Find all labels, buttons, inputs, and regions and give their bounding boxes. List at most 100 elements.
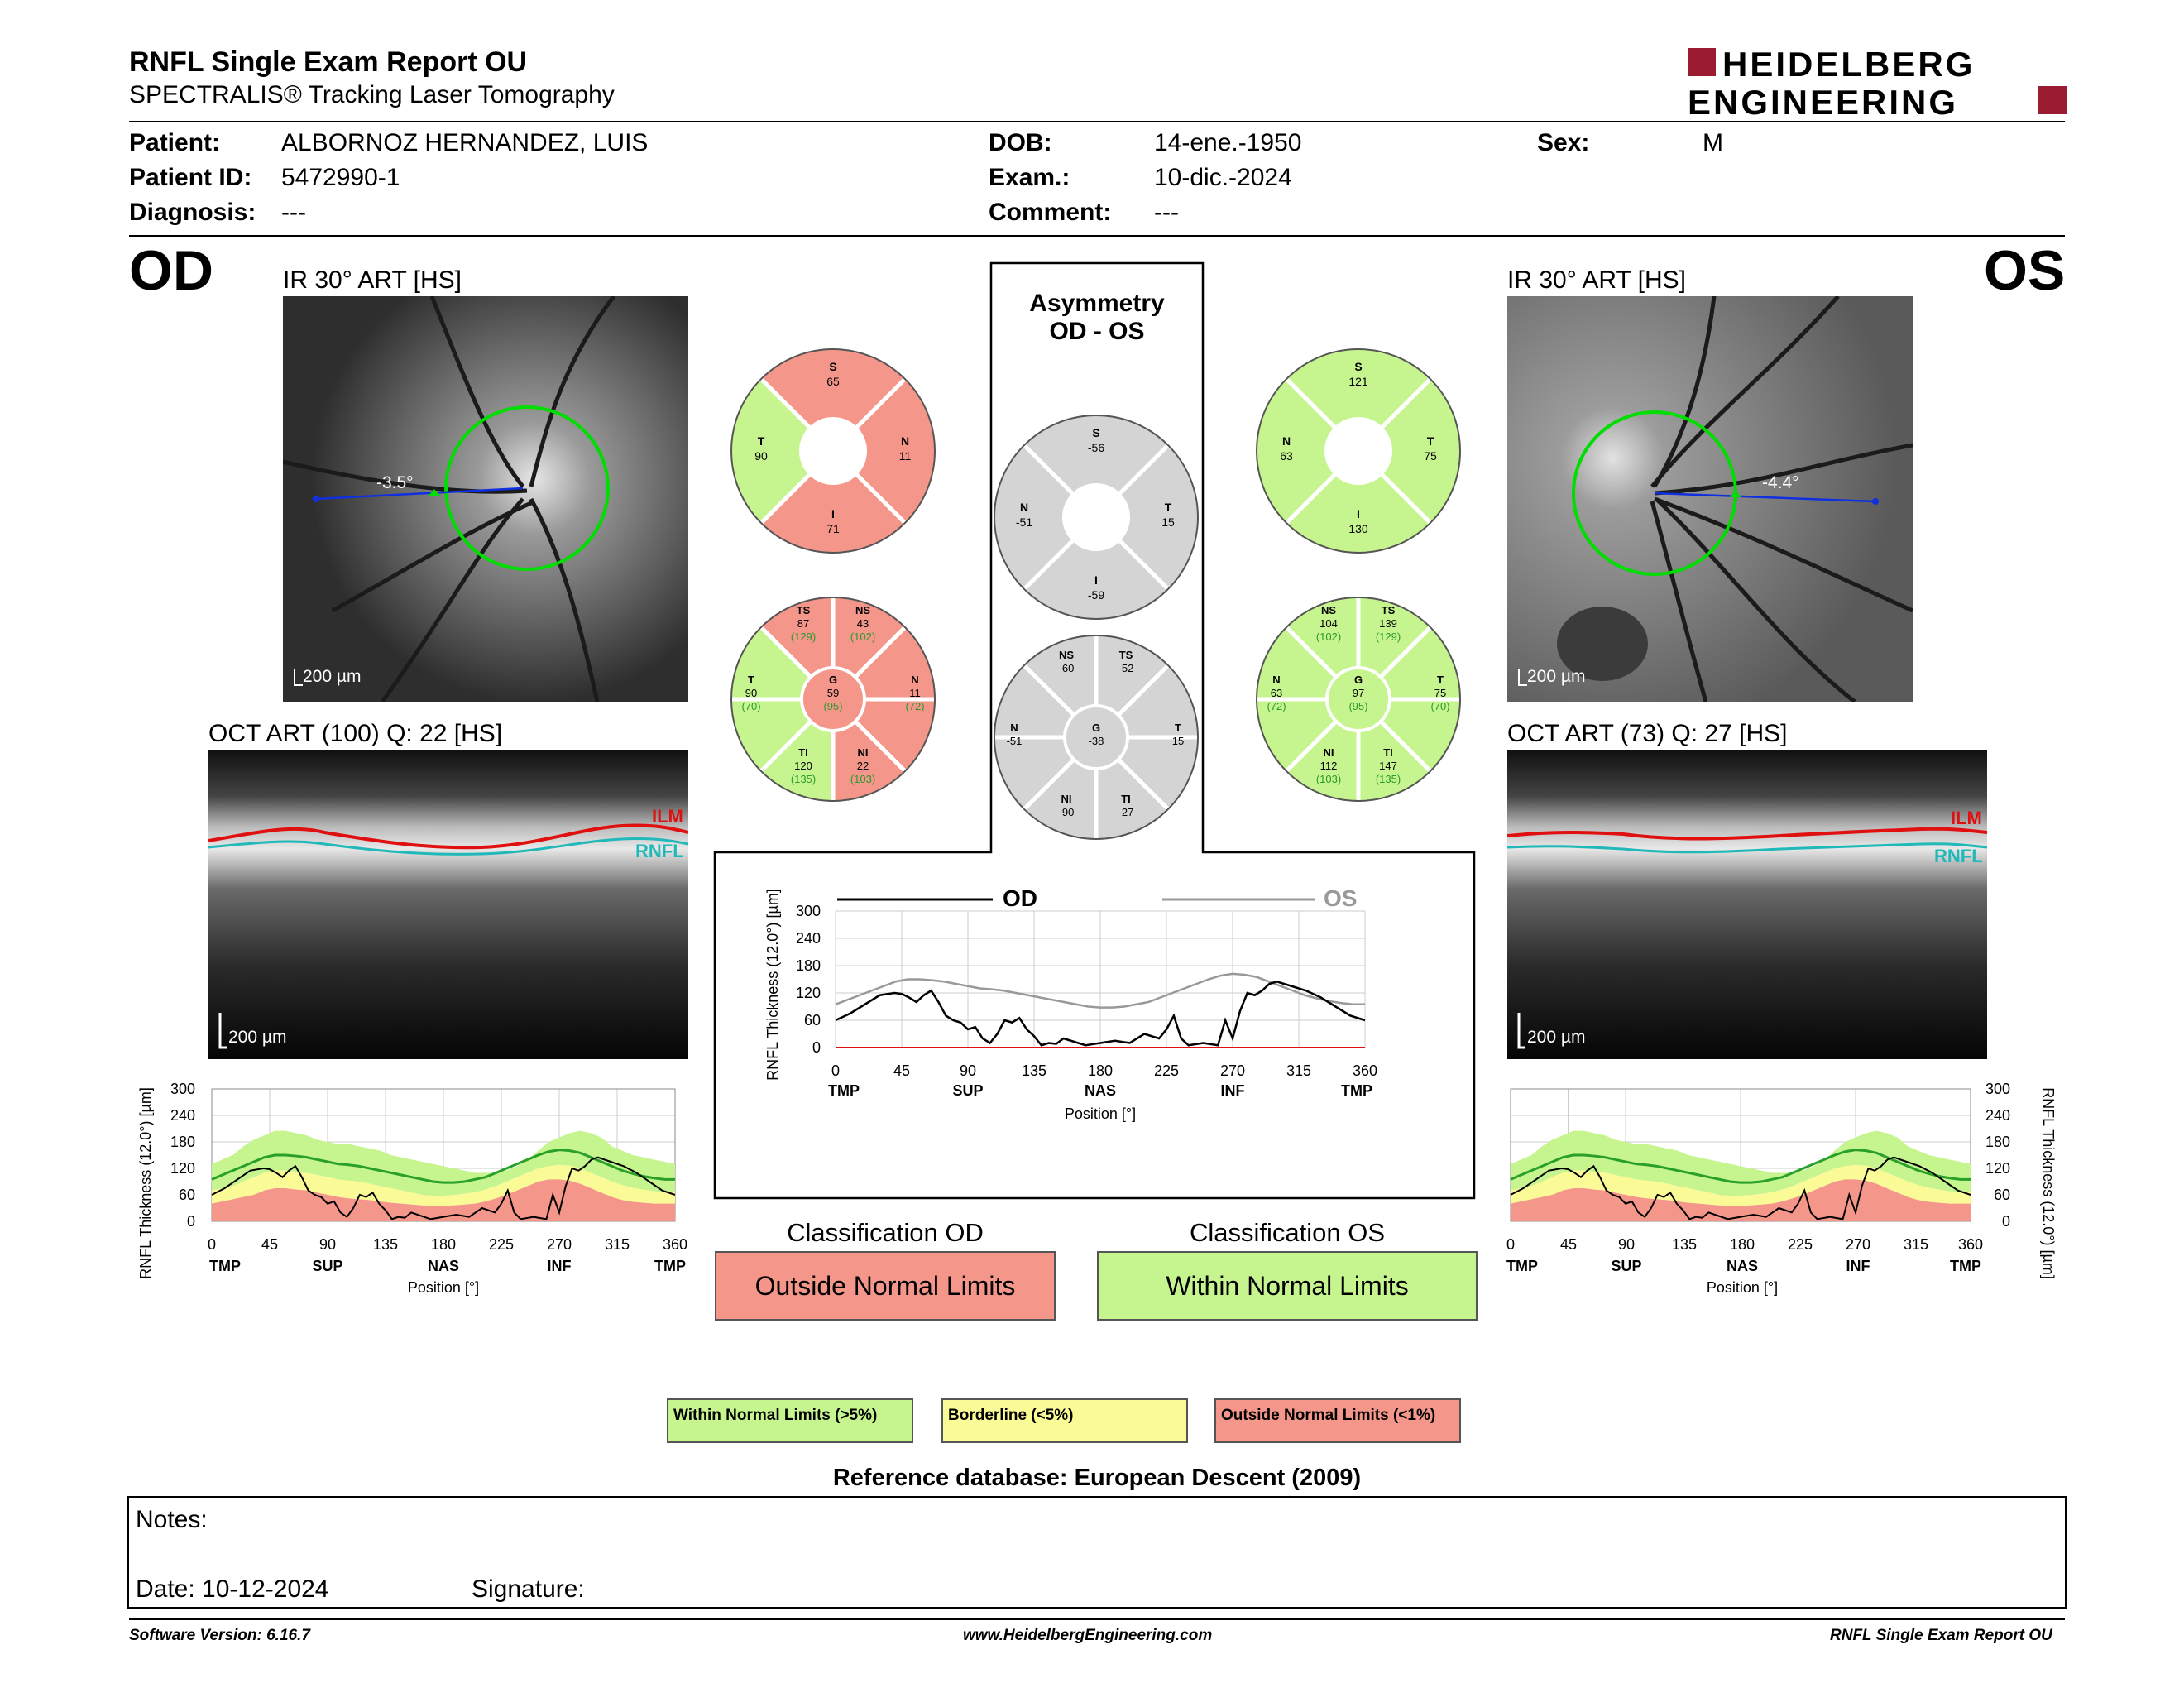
os-thickness-chart: 300 240 180 120 60 0 0 45 90 135 180 225…	[1506, 1081, 2057, 1296]
od-s-ns-norm: (102)	[850, 631, 875, 643]
od-thickness-line	[211, 1156, 676, 1220]
footer-version: Software Version: 6.16.7	[129, 1627, 310, 1644]
od-s-t-value: 90	[745, 687, 757, 699]
asym-xtick-270: 270	[1220, 1062, 1245, 1079]
svg-text:HEIDELBERG: HEIDELBERG	[1722, 45, 1975, 84]
sex-value: M	[1703, 129, 1723, 156]
os-ilm-label: ILM	[1951, 808, 1982, 828]
os-oct-scale: 200 µm	[1527, 1028, 1585, 1047]
os-s-n-norm: (72)	[1267, 700, 1286, 712]
asym-s-ns-label: NS	[1059, 649, 1074, 661]
od-thickness-chart: 300 240 180 120 60 0 0 45 90 135 180 225…	[137, 1081, 687, 1296]
asym-s-n-value: -51	[1007, 735, 1023, 747]
od-classification-title: Classification OD	[787, 1218, 984, 1247]
od-fundus-image: -3.5° 200 µm	[283, 296, 688, 702]
asym-xlabel: Position [°]	[1065, 1105, 1136, 1122]
notes-box[interactable]: Notes: Date: 10-12-2024 Signature:	[127, 1496, 2067, 1609]
legend-borderline: Borderline (<5%)	[941, 1398, 1188, 1443]
asym-q-t-label: T	[1165, 501, 1172, 514]
os-q-t-value: 75	[1424, 449, 1437, 463]
od-ytick-240: 240	[170, 1107, 195, 1124]
od-s-ts-norm: (129)	[791, 631, 816, 643]
asymmetry-panel	[713, 261, 1476, 1200]
od-s-ni-label: NI	[858, 746, 869, 759]
od-s-g-label: G	[829, 674, 837, 686]
asym-s-ti-label: TI	[1121, 793, 1131, 805]
os-s-ts-value: 139	[1379, 617, 1397, 630]
asym-xcat-tmp2: TMP	[1341, 1082, 1372, 1099]
asym-xtick-135: 135	[1022, 1062, 1046, 1079]
os-s-n-label: N	[1272, 674, 1280, 686]
os-s-ns-label: NS	[1321, 604, 1336, 616]
asym-os-legend: OS	[1324, 885, 1357, 911]
os-thickness-line	[1510, 1156, 1971, 1220]
od-xcat-tmp1: TMP	[209, 1258, 241, 1274]
os-xtick-225: 225	[1788, 1236, 1813, 1253]
od-q-t-label: T	[758, 434, 765, 448]
os-ytick-180: 180	[1985, 1134, 2010, 1150]
asym-s-ns-value: -60	[1059, 662, 1075, 674]
os-q-i-label: I	[1357, 507, 1360, 520]
os-s-ti-value: 147	[1379, 760, 1397, 772]
od-xtick-225: 225	[489, 1236, 514, 1253]
od-xtick-90: 90	[319, 1236, 336, 1253]
asymmetry-subtitle: OD - OS	[1049, 318, 1145, 345]
comment-label: Comment:	[989, 199, 1112, 226]
od-q-n-value: 11	[899, 449, 912, 463]
dob-value: 14-ene.-1950	[1154, 129, 1302, 156]
od-s-t-norm: (70)	[741, 700, 760, 712]
asym-od-line	[835, 980, 1366, 1047]
od-q-s-value: 65	[826, 375, 840, 388]
os-s-t-label: T	[1437, 674, 1444, 686]
os-xtick-315: 315	[1904, 1236, 1928, 1253]
asym-od-legend: OD	[1003, 885, 1037, 911]
od-q-n-label: N	[901, 434, 909, 448]
os-ytick-0: 0	[2002, 1213, 2010, 1230]
os-q-s-value: 121	[1348, 375, 1368, 388]
os-ylabel: RNFL Thickness (12.0°) [µm]	[2040, 1087, 2057, 1279]
od-sector-ring: TS 87 (129) NS 43 (102) T 90 (70) G 59 (…	[730, 596, 936, 803]
os-quadrant-ring: S 121 N 63 T 75 I 130	[1255, 348, 1462, 554]
od-s-t-label: T	[748, 674, 754, 686]
footer-url[interactable]: www.HeidelbergEngineering.com	[963, 1627, 1213, 1644]
os-xtick-90: 90	[1618, 1236, 1635, 1253]
asym-s-t-value: 15	[1172, 735, 1184, 747]
os-rnfl-label: RNFL	[1934, 846, 1983, 866]
od-oct-scale: 200 µm	[228, 1028, 286, 1047]
os-ytick-300: 300	[1985, 1081, 2010, 1097]
asym-s-t-label: T	[1175, 722, 1181, 734]
asym-xtick-315: 315	[1286, 1062, 1311, 1079]
exam-label: Exam.:	[989, 164, 1070, 191]
notes-date: Date: 10-12-2024	[136, 1575, 329, 1603]
od-s-ns-label: NS	[855, 604, 870, 616]
od-quadrant-ring: S 65 T 90 N 11 I 71	[730, 348, 936, 554]
od-rnfl-label: RNFL	[635, 841, 684, 861]
diagnosis-value: ---	[281, 199, 306, 226]
od-s-ni-norm: (103)	[850, 773, 875, 785]
os-xtick-180: 180	[1730, 1236, 1755, 1253]
normal-band	[212, 1130, 675, 1196]
os-xcat-tmp2: TMP	[1950, 1258, 1981, 1274]
os-s-ni-label: NI	[1324, 746, 1334, 759]
os-ytick-60: 60	[1994, 1187, 2010, 1203]
asym-os-line	[835, 972, 1365, 1009]
od-xtick-315: 315	[605, 1236, 630, 1253]
os-xlabel: Position [°]	[1707, 1279, 1778, 1296]
os-s-ts-norm: (129)	[1376, 631, 1401, 643]
asym-q-s-value: -56	[1088, 441, 1104, 454]
borderline-band	[1511, 1164, 1971, 1206]
os-s-ts-label: TS	[1382, 604, 1396, 616]
asym-xcat-tmp1: TMP	[828, 1082, 860, 1099]
od-q-t-value: 90	[754, 449, 768, 463]
svg-text:ENGINEERING: ENGINEERING	[1688, 83, 1958, 119]
od-ytick-60: 60	[179, 1187, 195, 1203]
od-xcat-sup: SUP	[312, 1258, 342, 1274]
od-ir-scale: 200 µm	[303, 667, 361, 686]
legend-within-normal: Within Normal Limits (>5%)	[667, 1398, 913, 1443]
asym-s-ti-value: -27	[1118, 806, 1134, 818]
os-xtick-135: 135	[1672, 1236, 1697, 1253]
patient-id: 5472990-1	[281, 164, 400, 191]
asym-ytick-180: 180	[796, 957, 821, 974]
od-ir-caption: IR 30° ART [HS]	[283, 266, 462, 294]
od-xtick-0: 0	[208, 1236, 216, 1253]
